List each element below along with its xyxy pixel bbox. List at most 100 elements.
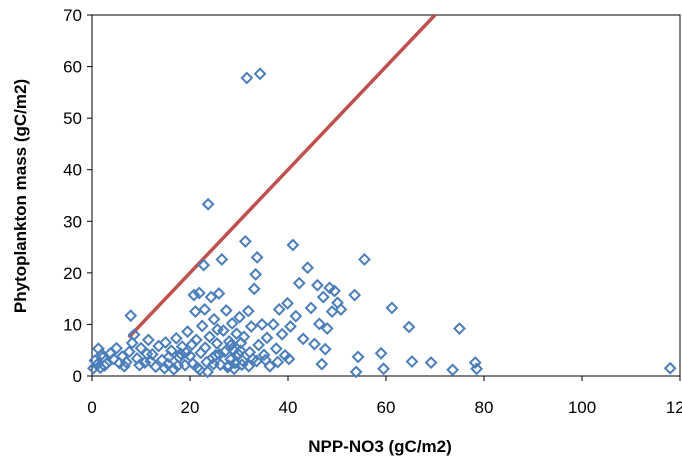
y-axis-title: Phytoplankton mass (gC/m2) [11,79,30,313]
data-point [269,342,283,356]
data-point [275,327,289,341]
data-point [328,284,341,298]
data-point [233,310,246,324]
data-point [424,356,438,370]
data-point [201,365,215,379]
data-point [181,325,194,339]
data-point [238,234,252,248]
y-tick-label: 50 [63,109,82,128]
data-point [222,359,236,373]
data-point [219,304,233,317]
data-point [215,253,229,266]
data-point [374,346,388,360]
data-point [247,282,261,296]
y-axis: 0 10 20 30 40 50 60 70 [63,6,92,386]
data-point [281,296,294,310]
x-tick-label: 60 [377,398,396,417]
data-point [207,312,221,326]
data-point [249,267,263,281]
data-point [187,288,201,302]
x-tick-label: 120 [666,398,682,417]
data-point [171,359,185,373]
data-point [195,319,209,333]
data-point [468,356,482,370]
y-tick-label: 0 [73,367,82,386]
data-point [158,361,171,375]
data-point [237,330,251,344]
data-point [315,357,329,371]
data-point [230,327,243,341]
data-point [331,296,344,310]
y-tick-label: 70 [63,6,82,25]
data-point [144,355,158,368]
data-point [402,320,416,334]
data-point [272,303,286,316]
data-point [133,358,146,372]
x-tick-label: 80 [475,398,494,417]
data-point [159,336,172,349]
data-point [405,355,419,368]
data-point [192,286,206,300]
data-point [211,323,224,337]
data-point [193,363,207,377]
data-point [227,362,241,376]
data-point [186,357,200,371]
data-point [257,348,271,362]
data-point [325,305,339,318]
data-point [252,338,266,352]
plot-border [91,14,681,377]
data-point [242,359,256,373]
data-point [234,344,247,358]
x-tick-label: 100 [568,398,596,417]
data-point [140,347,154,361]
data-point [241,304,255,318]
data-point [169,331,183,345]
y-tick-label: 30 [63,212,82,231]
data-point [197,258,211,272]
y-tick-label: 10 [63,315,82,334]
data-point [204,290,218,304]
data-point [358,253,371,266]
data-point [216,324,230,338]
data-point [119,355,133,369]
data-point [152,339,166,353]
data-point [663,361,677,375]
x-tick-label: 20 [181,398,200,417]
data-point [189,333,203,347]
data-point [240,71,254,85]
data-point [141,333,155,347]
y-tick-label: 60 [63,58,82,77]
data-point [210,337,224,350]
data-point [271,355,285,369]
data-point [124,309,138,323]
data-point [125,336,139,350]
y-tick-label: 40 [63,161,82,180]
data-point [162,350,176,364]
data-point [334,303,348,316]
data-point [117,359,131,373]
data-point [351,350,365,364]
data-point [296,332,310,346]
data-point [377,362,390,376]
data-point [224,338,238,352]
data-point [167,362,181,376]
data-point [201,197,215,211]
data-point [312,317,326,331]
data-point [95,347,109,361]
data-point [188,305,202,318]
data-point [301,261,315,275]
data-point [198,341,212,355]
data-point [225,316,239,330]
data-point [453,322,466,335]
data-point [385,301,399,315]
data-point [97,359,111,373]
reference-line-layer [127,13,437,339]
data-point [244,320,258,333]
data-point [308,337,321,351]
data-point [310,278,324,292]
data-point [316,290,330,304]
data-point [320,322,334,335]
data-point [292,276,306,290]
data-point [304,301,318,315]
